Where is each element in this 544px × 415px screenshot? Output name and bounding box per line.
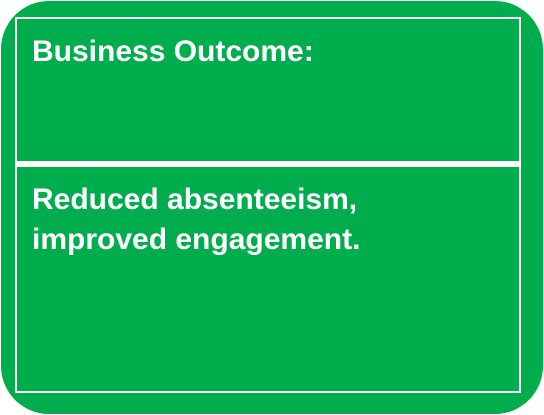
outcome-body-line-1: Reduced absenteeism,	[32, 183, 358, 216]
outcome-body: Reduced absenteeism, improved engagement…	[32, 180, 502, 260]
outcome-table-frame	[15, 17, 521, 393]
outcome-body-line-2: improved engagement.	[32, 223, 361, 256]
row-divider	[15, 161, 521, 167]
outcome-heading: Business Outcome:	[32, 35, 314, 68]
